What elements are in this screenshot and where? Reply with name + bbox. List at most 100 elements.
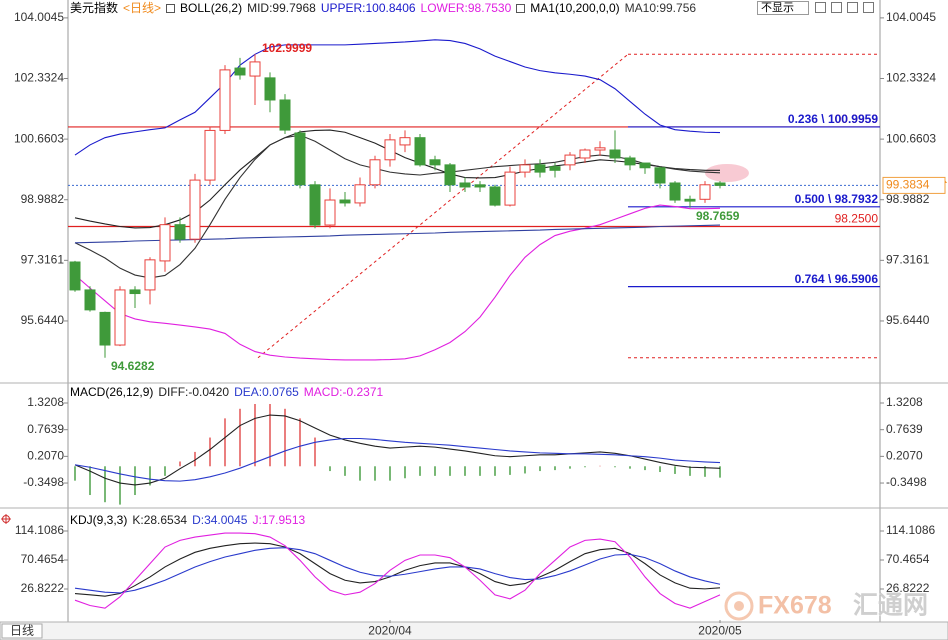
series-line [74, 129, 720, 229]
fib-level-label: 0.500 \ 98.7932 [795, 192, 879, 206]
legend-item: MACD:-0.2371 [303, 385, 384, 399]
ma-label: MA1(10,200,0,0) [530, 1, 620, 15]
candle-body [84, 289, 96, 311]
y-tick-label: 100.6603 [14, 131, 64, 145]
series-line [74, 547, 721, 594]
indicator-icon[interactable] [516, 3, 526, 13]
price-annotation: 98.7659 [696, 209, 740, 223]
candle-body [324, 199, 336, 226]
watermark-logo [724, 591, 754, 621]
candle-body [159, 224, 171, 262]
highlight-ellipse [705, 164, 749, 182]
y2-tick-label: 0.2070 [886, 449, 923, 463]
display-dropdown[interactable]: 不显示 [757, 1, 809, 15]
y-tick-label: 97.3161 [21, 253, 65, 267]
legend-item: DIFF:-0.0420 [158, 385, 230, 399]
horizontal-line-label: 100.9959 [828, 112, 878, 126]
bottom-bar [0, 621, 948, 640]
legend-item: UPPER:100.8406 [320, 1, 416, 15]
fib-level-label: 0.764 \ 96.5906 [795, 272, 879, 286]
watermark-text: FX678 [758, 592, 832, 620]
series-line [74, 437, 721, 482]
candle-body [579, 149, 591, 159]
watermark: FX678 汇通网 [724, 591, 928, 621]
candle-body [459, 182, 471, 188]
candle-body [384, 139, 396, 161]
candle-body [114, 289, 126, 346]
candle-body [549, 166, 561, 171]
y-tick-label: 1.3208 [27, 395, 64, 409]
y-tick-label: 114.1086 [15, 523, 64, 537]
y2-tick-label: 102.3324 [886, 71, 936, 85]
kdj-legend: KDJ(9,3,3) K:28.6534 D:34.0045 J:17.9513 [70, 512, 305, 528]
toolbar-button[interactable] [863, 2, 874, 13]
candle-body [639, 162, 651, 169]
y2-tick-label: 70.4654 [886, 552, 930, 566]
candle-body [564, 154, 576, 166]
y2-tick-label: 1.3208 [886, 395, 923, 409]
candle-body [699, 184, 711, 200]
toolbar-button[interactable] [831, 2, 842, 13]
candle-body [399, 137, 411, 146]
crosshair-icon[interactable] [1, 514, 11, 524]
candle-body [594, 147, 606, 151]
last-price-label: 99.3834 [886, 178, 930, 192]
indicator-icon[interactable] [166, 3, 176, 13]
y2-tick-label: 26.8222 [886, 581, 930, 595]
macd-legend: MACD(26,12,9) DIFF:-0.0420 DEA:0.0765 MA… [70, 384, 383, 400]
dropdown-label[interactable]: 不显示 [761, 2, 794, 14]
candle-body [669, 182, 681, 201]
price-annotation: 94.6282 [111, 359, 155, 373]
candle-body [144, 259, 156, 291]
candle-body [624, 157, 636, 166]
period-label[interactable]: <日线> [123, 1, 162, 15]
legend-item: D:34.0045 [192, 513, 248, 527]
candle-body [309, 184, 321, 226]
series-line [74, 532, 721, 609]
candle-body [534, 164, 546, 173]
horizontal-line-label: 98.2500 [835, 212, 879, 226]
fib-level-label: 0.236 \ 100.9959 [788, 112, 878, 126]
legend-item: LOWER:98.7530 [420, 1, 512, 15]
price-legend: 美元指数 <日线> BOLL(26,2) MID:99.7968 UPPER:1… [70, 0, 696, 16]
candle-body [249, 61, 261, 77]
period-button[interactable] [1, 623, 43, 639]
series-line [74, 414, 721, 486]
legend-item: MID:99.7968 [247, 1, 316, 15]
candle-body [279, 99, 291, 131]
series-line [74, 39, 721, 156]
y-tick-label: 70.4654 [21, 552, 65, 566]
y2-tick-label: 114.1086 [886, 523, 935, 537]
candle-body [99, 311, 111, 346]
last-price-box [882, 176, 946, 194]
candle-body [369, 159, 381, 186]
period-button-label[interactable]: 日线 [10, 624, 34, 638]
series-line [74, 204, 721, 361]
candle-body [339, 199, 351, 204]
y-tick-label: 102.3324 [14, 71, 64, 85]
x-tick-label: 2020/04 [368, 624, 412, 638]
boll-label: BOLL(26,2) [180, 1, 243, 15]
y-tick-label: 0.2070 [27, 449, 64, 463]
toolbar-button[interactable] [847, 2, 858, 13]
toolbar-button[interactable] [815, 2, 826, 13]
y2-tick-label: 95.6440 [886, 313, 930, 327]
candle-body [354, 184, 366, 204]
candle-body [714, 182, 726, 186]
y2-tick-label: 98.9882 [886, 192, 930, 206]
series-line [74, 542, 721, 597]
candle-body [219, 69, 231, 131]
series-line [74, 224, 721, 244]
candle-body [519, 164, 531, 173]
watermark-text: 汇通网 [853, 592, 928, 620]
trend-line [257, 53, 629, 359]
legend-item: J:17.9513 [252, 513, 306, 527]
y2-tick-label: 104.0045 [886, 10, 936, 24]
y-tick-label: 98.9882 [21, 192, 65, 206]
legend-item: K:28.6534 [132, 513, 188, 527]
candle-body [654, 167, 666, 184]
legend-item: MA10:99.756 [624, 1, 697, 15]
y2-tick-label: 0.7639 [886, 422, 923, 436]
